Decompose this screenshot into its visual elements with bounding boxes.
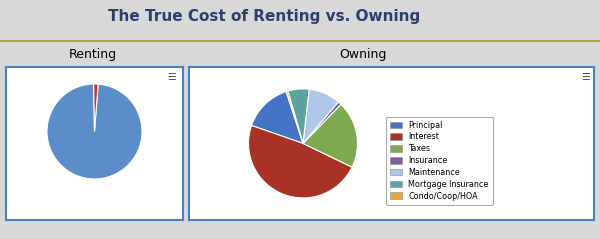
Wedge shape: [288, 89, 309, 143]
Wedge shape: [94, 84, 98, 131]
Wedge shape: [251, 92, 303, 143]
Wedge shape: [47, 84, 142, 179]
Wedge shape: [286, 91, 303, 143]
Wedge shape: [303, 89, 338, 143]
Wedge shape: [248, 125, 352, 198]
Text: ☰: ☰: [581, 72, 590, 82]
Text: ☰: ☰: [167, 72, 176, 82]
Legend: Principal, Interest, Taxes, Insurance, Maintenance, Mortgage Insurance, Condo/Co: Principal, Interest, Taxes, Insurance, M…: [386, 117, 493, 205]
Text: Owning: Owning: [340, 49, 386, 61]
Text: The True Cost of Renting vs. Owning: The True Cost of Renting vs. Owning: [108, 9, 420, 24]
Text: Renting: Renting: [69, 49, 117, 61]
Wedge shape: [303, 104, 358, 167]
Wedge shape: [303, 102, 341, 143]
